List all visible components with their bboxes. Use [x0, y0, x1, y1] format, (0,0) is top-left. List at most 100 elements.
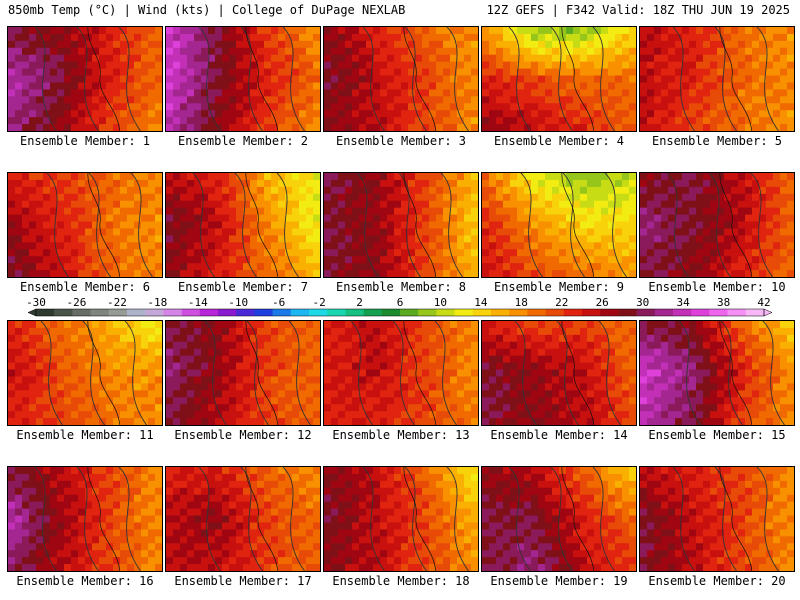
- temperature-cell: [194, 54, 202, 63]
- temperature-cell: [640, 103, 648, 111]
- temperature-cell: [36, 40, 44, 49]
- temperature-cell: [450, 263, 458, 271]
- temperature-cell: [215, 75, 223, 84]
- temperature-cell: [464, 341, 472, 350]
- temperature-cell: [324, 124, 332, 131]
- temperature-cell: [57, 397, 65, 405]
- temperature-cell: [668, 200, 676, 209]
- temperature-cell: [429, 200, 437, 209]
- temperature-cell: [429, 270, 437, 277]
- temperature-cell: [306, 27, 314, 35]
- temperature-cell: [731, 228, 739, 236]
- temperature-cell: [71, 404, 79, 412]
- temperature-cell: [173, 362, 181, 371]
- temperature-cell: [194, 369, 202, 378]
- temperature-cell: [531, 235, 539, 243]
- temperature-cell: [148, 207, 156, 216]
- temperature-cell: [36, 82, 44, 90]
- temperature-cell: [766, 235, 774, 243]
- temperature-cell: [647, 256, 655, 264]
- temperature-cell: [401, 221, 409, 230]
- temperature-cell: [366, 369, 374, 378]
- temperature-cell: [380, 369, 388, 378]
- temperature-cell: [654, 383, 662, 391]
- temperature-cell: [352, 249, 360, 257]
- temperature-cell: [538, 207, 546, 216]
- temperature-cell: [573, 327, 581, 336]
- temperature-cell: [724, 47, 732, 56]
- temperature-cell: [510, 68, 518, 77]
- temperature-cell: [173, 341, 181, 350]
- temperature-cell: [566, 404, 574, 412]
- temperature-cell: [324, 341, 332, 350]
- temperature-cell: [71, 228, 79, 236]
- temperature-cell: [92, 418, 100, 425]
- temperature-cell: [615, 376, 623, 384]
- temperature-cell: [482, 173, 490, 181]
- temperature-cell: [503, 82, 511, 90]
- temperature-cell: [50, 103, 58, 111]
- temperature-cell: [745, 96, 753, 104]
- temperature-cell: [57, 214, 65, 223]
- temperature-cell: [538, 40, 546, 49]
- temperature-cell: [531, 68, 539, 77]
- temperature-cell: [380, 362, 388, 371]
- temperature-cell: [668, 397, 676, 405]
- temperature-cell: [43, 256, 51, 264]
- temperature-cell: [573, 68, 581, 77]
- temperature-cell: [489, 27, 497, 35]
- temperature-cell: [387, 348, 395, 357]
- temperature-cell: [243, 47, 251, 56]
- temperature-cell: [285, 348, 293, 357]
- temperature-cell: [415, 173, 423, 181]
- temperature-cell: [573, 369, 581, 378]
- temperature-cell: [324, 404, 332, 412]
- temperature-cell: [373, 321, 381, 329]
- temperature-cell: [587, 369, 595, 378]
- temperature-cell: [608, 96, 616, 104]
- temperature-cell: [359, 418, 367, 425]
- temperature-cell: [689, 256, 697, 264]
- temperature-cell: [408, 263, 416, 271]
- temperature-cell: [324, 397, 332, 405]
- temperature-cell: [471, 173, 478, 181]
- temperature-cell: [587, 263, 595, 271]
- temperature-cell: [647, 362, 655, 371]
- temperature-cell: [531, 40, 539, 49]
- temperature-cell: [787, 221, 794, 230]
- temperature-cell: [675, 334, 683, 343]
- temperature-cell: [573, 207, 581, 216]
- temperature-cell: [696, 207, 704, 216]
- temperature-cell: [608, 327, 616, 336]
- temperature-cell: [229, 348, 237, 357]
- temperature-cell: [647, 186, 655, 195]
- temperature-cell: [8, 33, 16, 42]
- temperature-cell: [222, 249, 230, 257]
- temperature-cell: [422, 404, 430, 412]
- temperature-cell: [71, 68, 79, 77]
- temperature-cell: [57, 96, 65, 104]
- temperature-cell: [503, 369, 511, 378]
- temperature-cell: [113, 89, 121, 97]
- temperature-cell: [696, 124, 704, 131]
- temperature-cell: [608, 242, 616, 250]
- temperature-cell: [271, 228, 279, 236]
- temperature-cell: [496, 40, 504, 49]
- temperature-cell: [661, 369, 669, 378]
- temperature-cell: [566, 327, 574, 336]
- temperature-cell: [173, 124, 181, 131]
- temperature-cell: [545, 117, 553, 125]
- temperature-cell: [647, 404, 655, 412]
- temperature-cell: [292, 390, 300, 398]
- temperature-cell: [8, 103, 16, 111]
- temperature-cell: [85, 355, 93, 364]
- temperature-cell: [78, 270, 86, 277]
- temperature-cell: [120, 235, 128, 243]
- temperature-cell: [661, 321, 669, 329]
- temperature-cell: [675, 61, 683, 70]
- temperature-cell: [587, 362, 595, 371]
- temperature-cell: [50, 376, 58, 384]
- temperature-cell: [422, 89, 430, 97]
- temperature-cell: [689, 61, 697, 70]
- temperature-cell: [271, 124, 279, 131]
